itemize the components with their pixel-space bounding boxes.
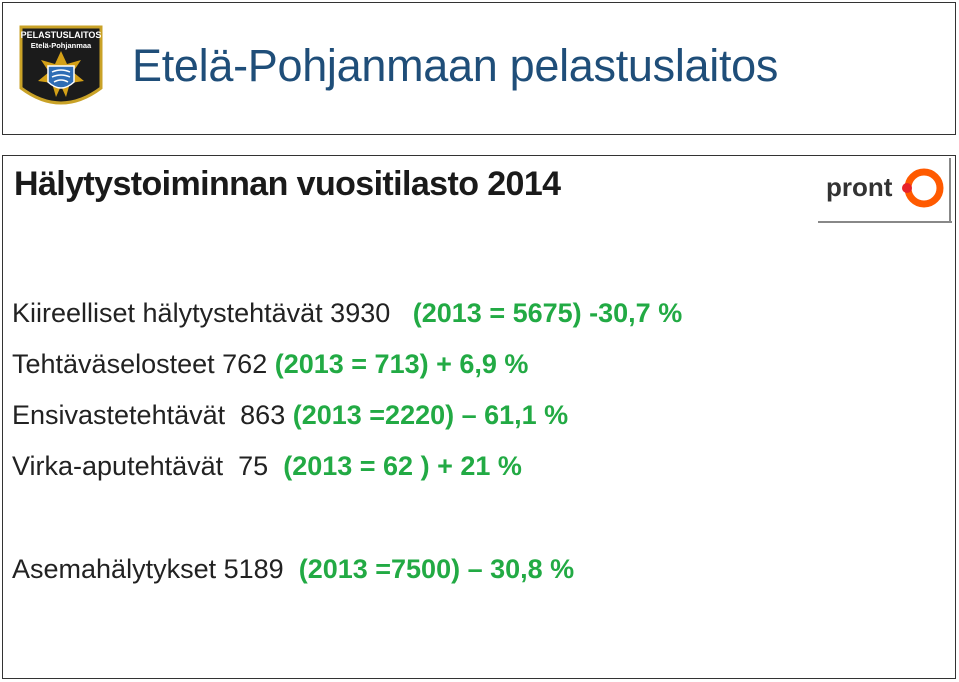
stat-label: Kiireelliset hälytystehtävät	[12, 298, 323, 328]
stat-value: 3930	[330, 298, 391, 328]
stat-label: Asemahälytykset	[12, 554, 217, 584]
pronto-logo-text: pront	[826, 172, 893, 202]
stat-row-tehtavaselosteet: Tehtäväselosteet 762 (2013 = 713) + 6,9 …	[12, 349, 528, 380]
stat-comparison: (2013 =7500) – 30,8 %	[298, 554, 575, 584]
stat-comparison: (2013 =2220) – 61,1 %	[292, 400, 569, 430]
stat-row-kiireelliset: Kiireelliset hälytystehtävät 3930 (2013 …	[12, 298, 682, 329]
stat-label: Ensivastetehtävät	[12, 400, 226, 430]
stat-value: 5189	[223, 554, 284, 584]
pelastuslaitos-badge-logo: PELASTUSLAITOS Etelä-Pohjanmaa	[19, 25, 103, 105]
content-panel	[2, 155, 956, 679]
pronto-dot-icon	[902, 183, 912, 193]
stat-value: 75	[238, 451, 269, 481]
stat-value: 762	[222, 349, 268, 379]
logo-text-line1: PELASTUSLAITOS	[21, 30, 102, 40]
stat-label: Virka-aputehtävät	[12, 451, 224, 481]
stat-row-asemahalytykset: Asemahälytykset 5189 (2013 =7500) – 30,8…	[12, 554, 574, 585]
stat-comparison: (2013 = 713) + 6,9 %	[274, 349, 529, 379]
stat-comparison: (2013 = 5675) -30,7 %	[412, 298, 683, 328]
stat-label: Tehtäväselosteet	[12, 349, 215, 379]
logo-text-line2: Etelä-Pohjanmaa	[31, 41, 92, 50]
stat-comparison: (2013 = 62 ) + 21 %	[283, 451, 522, 481]
pronto-logo: pront	[818, 158, 952, 224]
page-title: Hälytystoiminnan vuositilasto 2014	[14, 165, 561, 203]
stat-value: 863	[240, 400, 286, 430]
organization-title: Etelä-Pohjanmaan pelastuslaitos	[132, 40, 779, 91]
header-panel	[2, 2, 956, 135]
stat-row-ensivastetehtavat: Ensivastetehtävät 863 (2013 =2220) – 61,…	[12, 400, 568, 431]
stat-row-virka-aputehtavat: Virka-aputehtävät 75 (2013 = 62 ) + 21 %	[12, 451, 522, 482]
